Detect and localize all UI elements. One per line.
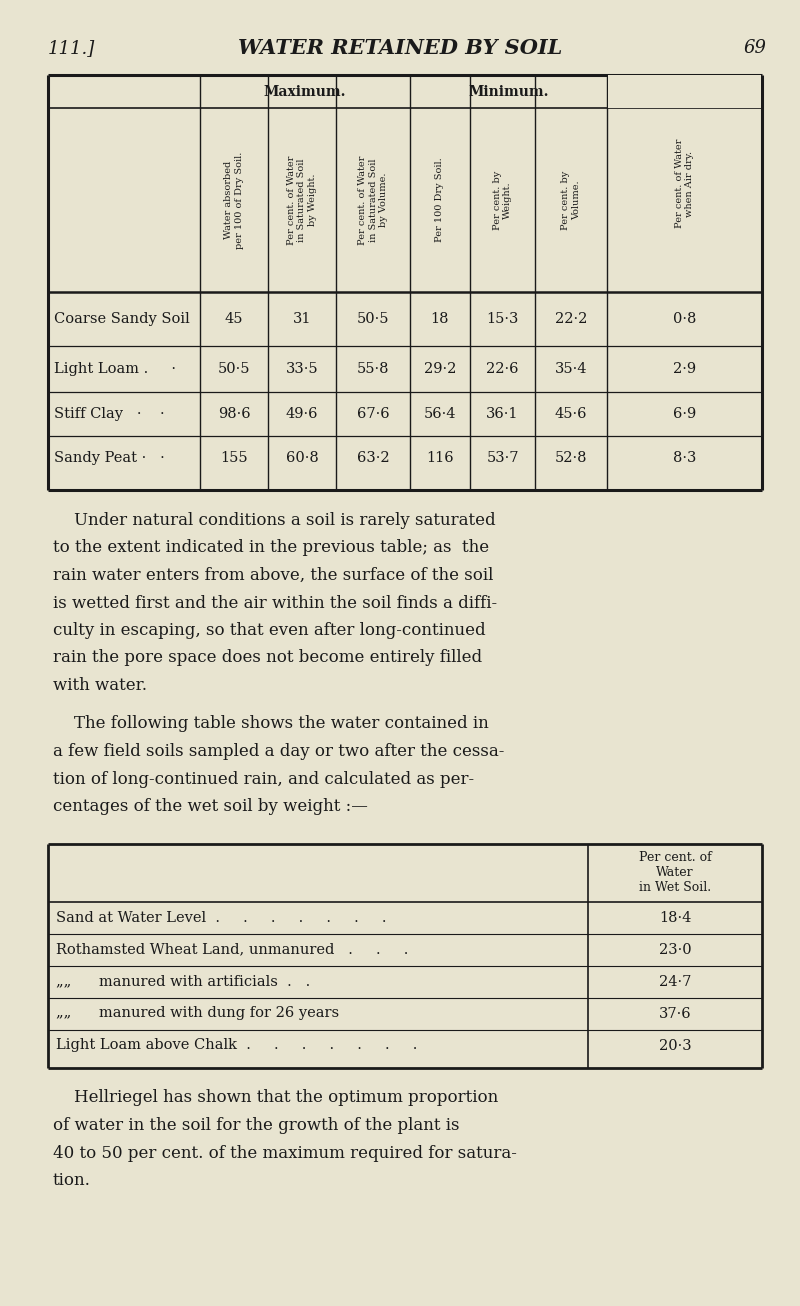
- Text: 52·8: 52·8: [554, 451, 587, 465]
- Text: 33·5: 33·5: [286, 362, 318, 376]
- Text: 24·7: 24·7: [659, 974, 691, 989]
- Text: 56·4: 56·4: [424, 407, 456, 421]
- Text: 37·6: 37·6: [658, 1007, 691, 1020]
- Text: Water absorbed
per 100 of Dry Soil.: Water absorbed per 100 of Dry Soil.: [224, 151, 244, 248]
- Bar: [608, 74, 761, 108]
- Text: culty in escaping, so that even after long-continued: culty in escaping, so that even after lo…: [53, 622, 486, 639]
- Text: 45·6: 45·6: [554, 407, 587, 421]
- Text: tion.: tion.: [53, 1171, 91, 1188]
- Text: 69: 69: [743, 39, 766, 57]
- Text: rain water enters from above, the surface of the soil: rain water enters from above, the surfac…: [53, 567, 494, 584]
- Text: 67·6: 67·6: [357, 407, 390, 421]
- Text: WATER RETAINED BY SOIL: WATER RETAINED BY SOIL: [238, 38, 562, 57]
- Text: 98·6: 98·6: [218, 407, 250, 421]
- Text: 22·2: 22·2: [555, 312, 587, 326]
- Text: Hellriegel has shown that the optimum proportion: Hellriegel has shown that the optimum pr…: [53, 1089, 498, 1106]
- Text: 29·2: 29·2: [424, 362, 456, 376]
- Text: Maximum.: Maximum.: [264, 85, 346, 98]
- Text: The following table shows the water contained in: The following table shows the water cont…: [53, 716, 489, 733]
- Text: 50·5: 50·5: [218, 362, 250, 376]
- Text: 23·0: 23·0: [658, 943, 691, 956]
- Text: of water in the soil for the growth of the plant is: of water in the soil for the growth of t…: [53, 1117, 459, 1134]
- Text: 31: 31: [293, 312, 311, 326]
- Text: 20·3: 20·3: [658, 1038, 691, 1053]
- Text: tion of long-continued rain, and calculated as per-: tion of long-continued rain, and calcula…: [53, 771, 474, 788]
- Text: Per cent. of Water
in Saturated Soil
by Weight.: Per cent. of Water in Saturated Soil by …: [287, 155, 317, 244]
- Text: 6·9: 6·9: [673, 407, 696, 421]
- Text: Per cent. of
Water
in Wet Soil.: Per cent. of Water in Wet Soil.: [638, 852, 711, 895]
- Text: 18: 18: [430, 312, 450, 326]
- Text: Under natural conditions a soil is rarely saturated: Under natural conditions a soil is rarel…: [53, 512, 496, 529]
- Text: 2·9: 2·9: [673, 362, 696, 376]
- Text: 60·8: 60·8: [286, 451, 318, 465]
- Text: 53·7: 53·7: [486, 451, 518, 465]
- Text: Coarse Sandy Soil: Coarse Sandy Soil: [54, 312, 190, 326]
- Text: Per cent. by
Volume.: Per cent. by Volume.: [562, 170, 581, 230]
- Text: 22·6: 22·6: [486, 362, 518, 376]
- Text: 18·4: 18·4: [659, 910, 691, 925]
- Text: 116: 116: [426, 451, 454, 465]
- Text: centages of the wet soil by weight :—: centages of the wet soil by weight :—: [53, 798, 368, 815]
- Text: 35·4: 35·4: [554, 362, 587, 376]
- Text: 55·8: 55·8: [357, 362, 390, 376]
- Text: „„      manured with dung for 26 years: „„ manured with dung for 26 years: [56, 1007, 339, 1020]
- Text: 49·6: 49·6: [286, 407, 318, 421]
- Text: 111.]: 111.]: [48, 39, 95, 57]
- Text: rain the pore space does not become entirely filled: rain the pore space does not become enti…: [53, 649, 482, 666]
- Text: Per cent. by
Weight.: Per cent. by Weight.: [493, 170, 512, 230]
- Text: Per 100 Dry Soil.: Per 100 Dry Soil.: [435, 158, 445, 243]
- Text: 63·2: 63·2: [357, 451, 390, 465]
- Text: 50·5: 50·5: [357, 312, 390, 326]
- Text: Sand at Water Level  .     .     .     .     .     .     .: Sand at Water Level . . . . . . .: [56, 910, 386, 925]
- Text: Light Loam .     ·: Light Loam . ·: [54, 362, 176, 376]
- Text: a few field soils sampled a day or two after the cessa-: a few field soils sampled a day or two a…: [53, 743, 504, 760]
- Text: 0·8: 0·8: [673, 312, 696, 326]
- Text: Per cent. of Water
in Saturated Soil
by Volume.: Per cent. of Water in Saturated Soil by …: [358, 155, 388, 244]
- Text: Rothamsted Wheat Land, unmanured   .     .     .: Rothamsted Wheat Land, unmanured . . .: [56, 943, 408, 956]
- Text: 8·3: 8·3: [673, 451, 696, 465]
- Text: Stiff Clay   ·    ·: Stiff Clay · ·: [54, 407, 165, 421]
- Text: is wetted first and the air within the soil finds a diffi-: is wetted first and the air within the s…: [53, 594, 497, 611]
- Text: Light Loam above Chalk  .     .     .     .     .     .     .: Light Loam above Chalk . . . . . . .: [56, 1038, 418, 1053]
- Text: 155: 155: [220, 451, 248, 465]
- Text: 40 to 50 per cent. of the maximum required for satura-: 40 to 50 per cent. of the maximum requir…: [53, 1144, 517, 1161]
- Text: Sandy Peat ·   ·: Sandy Peat · ·: [54, 451, 165, 465]
- Text: 36·1: 36·1: [486, 407, 518, 421]
- Text: 45: 45: [225, 312, 243, 326]
- Text: Per cent. of Water
when Air dry.: Per cent. of Water when Air dry.: [674, 138, 694, 229]
- Text: Minimum.: Minimum.: [468, 85, 549, 98]
- Text: 15·3: 15·3: [486, 312, 518, 326]
- Text: „„      manured with artificials  .   .: „„ manured with artificials . .: [56, 974, 310, 989]
- Text: to the extent indicated in the previous table; as  the: to the extent indicated in the previous …: [53, 539, 489, 556]
- Text: with water.: with water.: [53, 677, 147, 693]
